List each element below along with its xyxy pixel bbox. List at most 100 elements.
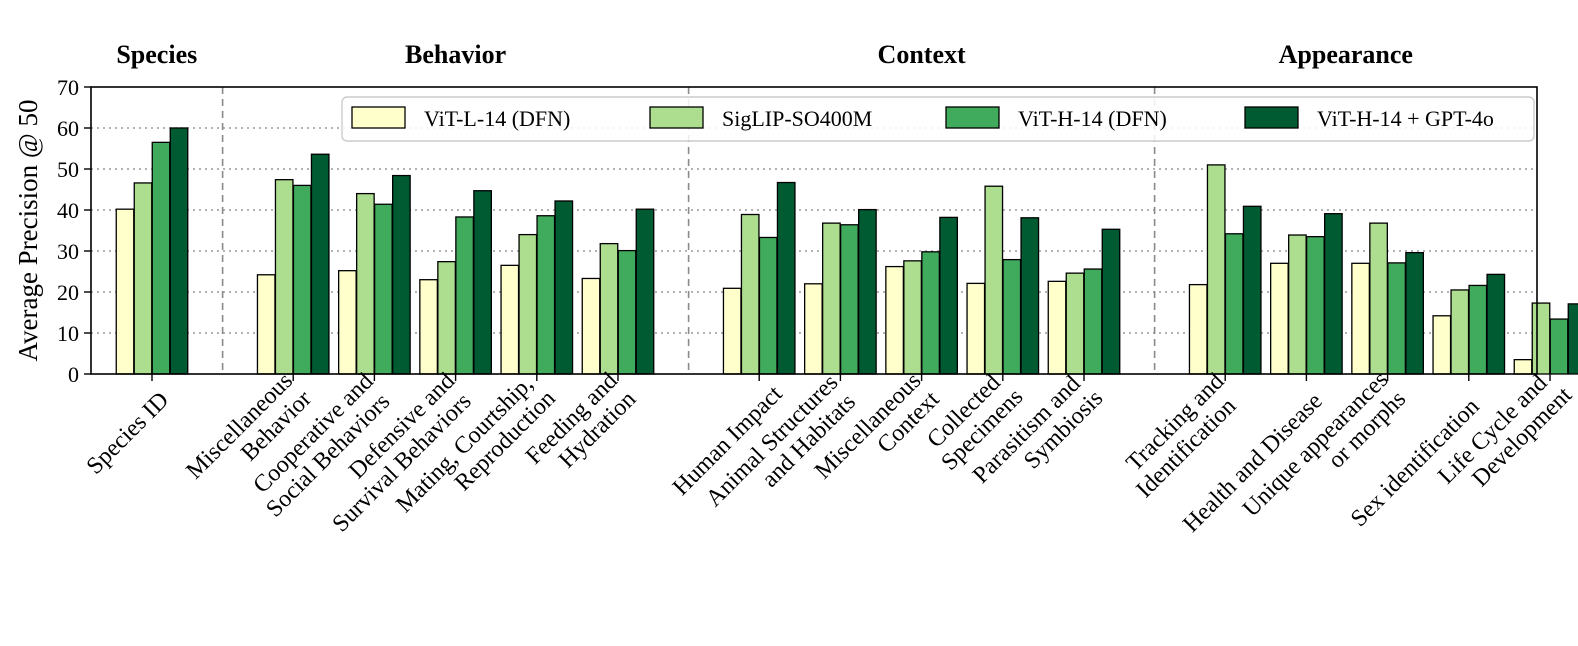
legend-swatch — [649, 106, 704, 129]
x-category-label: Feeding andHydration — [521, 368, 641, 488]
bar — [903, 260, 922, 375]
y-axis-title: Average Precision @ 50 — [13, 99, 43, 361]
bar — [1288, 234, 1307, 375]
legend-swatch — [1244, 106, 1299, 129]
bar — [355, 192, 375, 375]
group-title: Behavior — [405, 40, 506, 69]
bar — [1513, 358, 1533, 375]
bar — [1020, 217, 1040, 375]
y-tick-label: 0 — [68, 362, 79, 387]
bar — [617, 249, 637, 375]
bar — [1083, 268, 1103, 375]
bar — [635, 208, 655, 375]
x-category-label: Species ID — [82, 387, 174, 479]
bar — [1306, 235, 1325, 375]
group-titles: Species Behavior Context Appearance — [116, 40, 1413, 69]
bar — [1324, 213, 1343, 375]
bar — [740, 213, 760, 375]
group-title: Context — [878, 40, 966, 69]
bar — [758, 236, 778, 375]
bar — [292, 184, 312, 375]
y-tick-label: 20 — [57, 280, 79, 305]
y-tick-label: 30 — [57, 239, 79, 264]
bar — [1242, 205, 1262, 375]
bar — [984, 185, 1004, 375]
legend-label: ViT-L-14 (DFN) — [424, 106, 570, 131]
bar — [1486, 273, 1506, 375]
grid-lines — [91, 127, 1537, 334]
bar — [151, 141, 171, 375]
bar — [1188, 283, 1208, 375]
y-tick-label: 10 — [57, 321, 79, 346]
bar — [1468, 284, 1488, 375]
bar — [419, 279, 439, 375]
bar — [1065, 272, 1085, 375]
y-axis-ticks: 0 10 20 30 40 50 60 70 — [57, 75, 91, 387]
bar — [599, 242, 619, 375]
bar — [840, 224, 859, 375]
bar — [1101, 228, 1121, 375]
bar — [722, 287, 742, 375]
bar — [804, 283, 823, 375]
bar — [133, 182, 153, 375]
bar — [169, 127, 189, 375]
bars — [115, 127, 1578, 375]
bar — [337, 270, 357, 375]
legend: ViT-L-14 (DFN) SigLIP-SO400M ViT-H-14 (DFN… — [341, 96, 1535, 142]
bar — [1270, 262, 1289, 375]
bar — [391, 174, 411, 375]
bar — [536, 215, 556, 375]
x-axis-ticks: Species ID MiscellaneousBehaviorCooperati… — [82, 367, 1578, 538]
bar — [554, 200, 574, 375]
y-tick-label: 40 — [57, 198, 79, 223]
bar — [518, 233, 538, 375]
legend-label: ViT-H-14 (DFN) — [1018, 106, 1167, 131]
bar — [1206, 164, 1226, 375]
bar — [1450, 289, 1470, 375]
bar — [822, 222, 841, 375]
y-tick-label: 50 — [57, 157, 79, 182]
bar — [1405, 251, 1424, 375]
bar — [256, 274, 276, 375]
legend-item: ViT-L-14 (DFN) — [351, 106, 570, 131]
bar — [581, 277, 601, 375]
legend-swatch — [351, 106, 406, 129]
bar — [1224, 233, 1244, 375]
bar — [473, 190, 493, 375]
legend-item: ViT-H-14 + GPT-4o — [1244, 106, 1494, 131]
plot-frame — [90, 86, 1538, 375]
bar — [885, 265, 904, 375]
y-tick-label: 60 — [57, 116, 79, 141]
bar — [1002, 258, 1022, 375]
legend-box — [341, 96, 1535, 142]
legend-label: SigLIP-SO400M — [722, 106, 872, 131]
bar — [1567, 303, 1578, 375]
bar — [373, 203, 393, 375]
legend-swatch — [945, 106, 1000, 129]
group-title: Appearance — [1279, 40, 1413, 69]
bar — [1387, 262, 1406, 375]
bar — [1047, 280, 1067, 375]
legend-items: ViT-L-14 (DFN) SigLIP-SO400M ViT-H-14 (DFN… — [351, 106, 1494, 131]
bar — [500, 264, 520, 375]
bar — [437, 261, 457, 375]
bar — [858, 208, 877, 375]
bar — [921, 251, 940, 375]
legend-label: ViT-H-14 + GPT-4o — [1317, 106, 1494, 131]
y-tick-label: 70 — [57, 75, 79, 100]
group-title: Species — [116, 40, 197, 69]
bar — [1351, 262, 1370, 375]
bar — [1549, 318, 1569, 375]
bar — [115, 208, 135, 375]
bar — [274, 179, 294, 375]
bar — [966, 282, 986, 375]
bar — [1432, 315, 1452, 375]
legend-item: ViT-H-14 (DFN) — [945, 106, 1167, 131]
legend-item: SigLIP-SO400M — [649, 106, 872, 131]
bar — [310, 153, 330, 375]
bar — [939, 216, 958, 375]
bar — [1369, 222, 1388, 375]
bar — [455, 216, 475, 375]
bar — [776, 181, 796, 375]
